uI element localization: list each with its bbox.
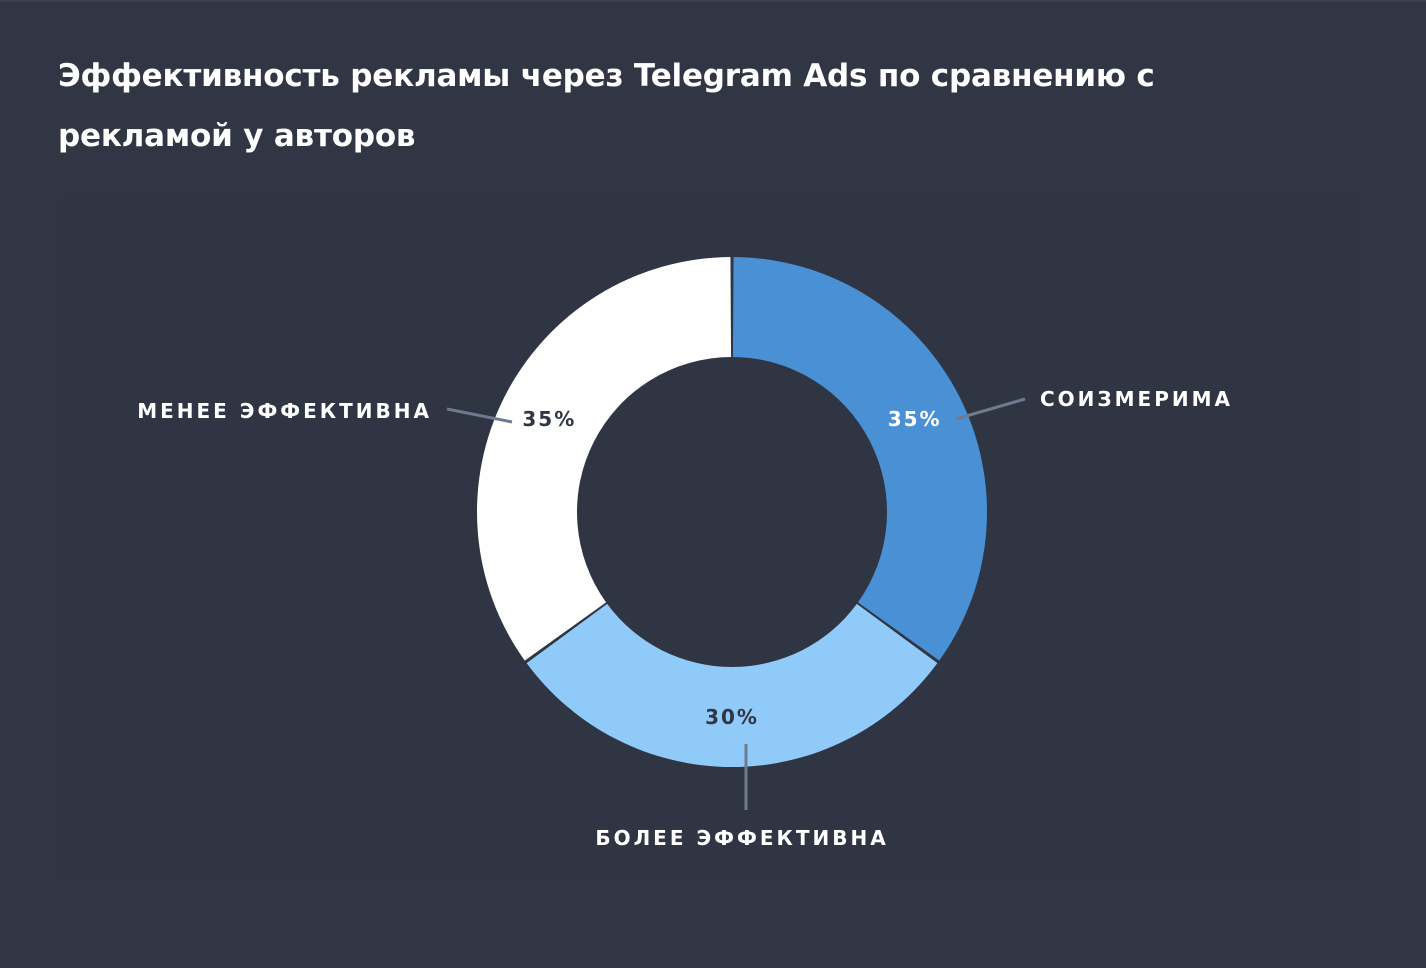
donut-slice-2 <box>526 603 938 768</box>
category-label-1: СОИЗМЕРИМА <box>1040 387 1233 411</box>
label-connector-line <box>446 407 513 424</box>
donut-slice-3 <box>477 257 732 661</box>
label-connector-line <box>955 397 1026 421</box>
category-label-3: МЕНЕЕ ЭФФЕКТИВНА <box>137 399 432 423</box>
donut-slice-1 <box>732 257 988 661</box>
category-label-2: БОЛЕЕ ЭФФЕКТИВНА <box>595 826 888 850</box>
chart-title: Эффективность рекламы через Telegram Ads… <box>58 58 1155 154</box>
slice-value-label: 30% <box>705 705 759 729</box>
slice-value-label: 35% <box>888 407 942 431</box>
slice-value-label: 35% <box>522 407 576 431</box>
